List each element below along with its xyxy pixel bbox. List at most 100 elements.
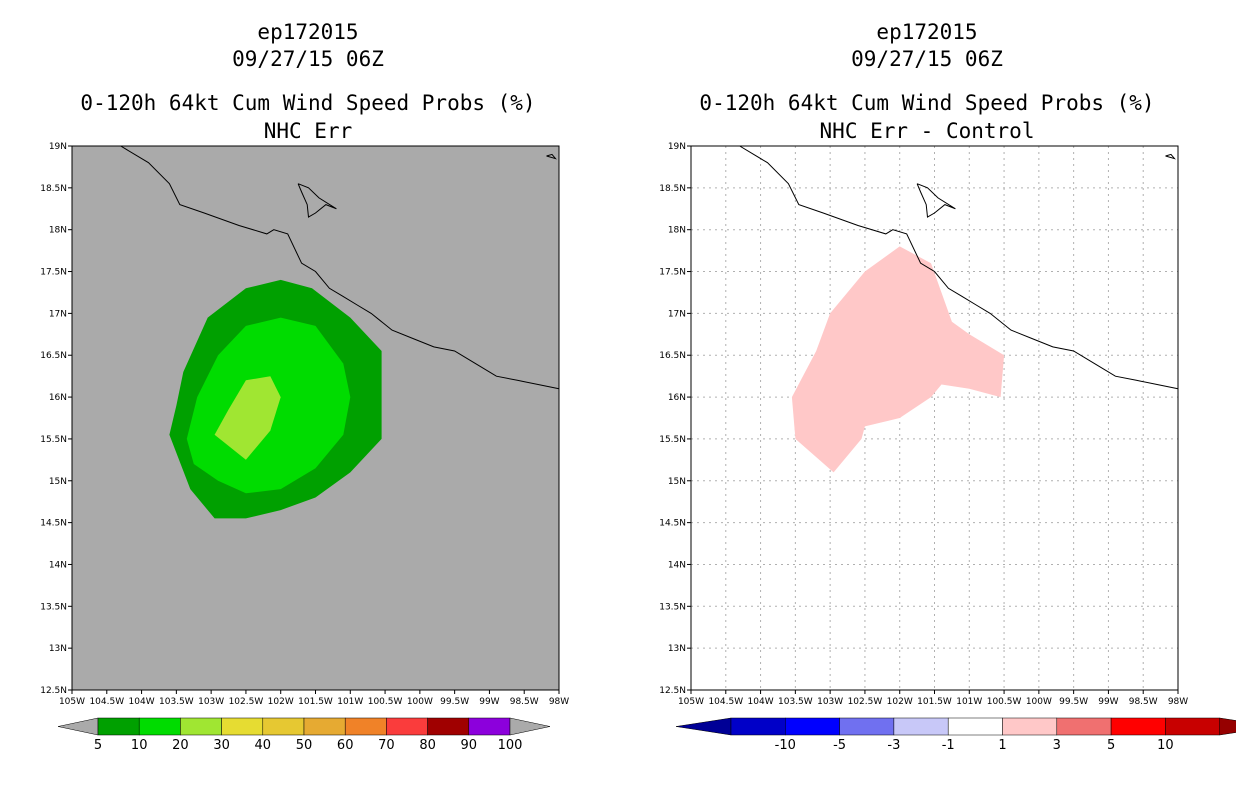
left-x-tick-label: 102W — [268, 697, 294, 707]
left-map-panel: 105W 104.5W 104W 103.5W 103W 102.5W 102W 101.5W… — [40, 142, 569, 707]
left-colorbar-label: 90 — [461, 738, 478, 753]
left-x-tick-label: 102.5W — [229, 697, 264, 707]
left-x-tick-label: 104.5W — [89, 697, 124, 707]
left-colorbar-segment — [468, 717, 511, 736]
right-x-tick-label: 102.5W — [848, 697, 883, 707]
left-title-experiment: NHC Err — [263, 119, 353, 143]
left-colorbar-label: 70 — [378, 738, 395, 753]
right-y-tick-label: 19N — [668, 142, 686, 152]
right-x-tick-label: 98W — [1168, 697, 1188, 707]
right-lake-outline — [916, 183, 956, 218]
left-y-tick-label: 12.5N — [40, 686, 67, 696]
left-y-tick-label: 18N — [49, 226, 67, 236]
right-x-tick-label: 101W — [956, 697, 982, 707]
right-colorbar-label: 5 — [1107, 738, 1115, 753]
left-y-tick-label: 17.5N — [40, 268, 67, 278]
right-colorbar: -10 -5 -3 -1 1 3 5 10 — [675, 717, 1236, 753]
left-title-product: 0-120h 64kt Cum Wind Speed Probs (%) — [80, 91, 536, 115]
right-y-tick-label: 12.5N — [659, 686, 686, 696]
left-y-tick-label: 14N — [49, 560, 67, 570]
left-colorbar-label: 40 — [255, 738, 272, 753]
right-colorbar-label: -3 — [887, 738, 900, 753]
left-colorbar-segment — [221, 717, 264, 736]
left-x-tick-label: 98.5W — [510, 697, 539, 707]
left-y-tick-label: 16N — [49, 393, 67, 403]
left-contour-20-30 — [214, 376, 281, 460]
left-x-tick-label: 99.5W — [440, 697, 469, 707]
left-colorbar-segment — [344, 717, 387, 736]
right-y-tick-label: 16.5N — [659, 351, 686, 361]
right-title-product: 0-120h 64kt Cum Wind Speed Probs (%) — [699, 91, 1155, 115]
right-y-tick-label: 14N — [668, 560, 686, 570]
left-x-tick-label: 100.5W — [368, 697, 403, 707]
right-colorbar-segment — [785, 717, 840, 736]
left-y-tick-label: 19N — [49, 142, 67, 152]
right-x-tick-label: 101.5W — [917, 697, 952, 707]
left-colorbar-label: 60 — [337, 738, 354, 753]
right-colorbar-segment — [893, 717, 949, 736]
left-x-tick-label: 104W — [129, 697, 155, 707]
right-x-tick-label: 103.5W — [778, 697, 813, 707]
right-colorbar-label: -1 — [942, 738, 955, 753]
left-colorbar-segment — [97, 717, 140, 736]
left-colorbar-label: 100 — [498, 738, 523, 753]
right-title-date: 09/27/15 06Z — [851, 47, 1003, 71]
left-y-tick-label: 13.5N — [40, 602, 67, 612]
right-colorbar-segment — [1110, 717, 1166, 736]
left-colorbar-label: 80 — [419, 738, 436, 753]
right-colorbar-segment — [730, 717, 786, 736]
right-x-tick-label: 100W — [1026, 697, 1052, 707]
right-y-tick-label: 15.5N — [659, 435, 686, 445]
left-lake-outline — [297, 183, 337, 218]
right-x-tick-label: 104W — [748, 697, 774, 707]
left-y-tick-label: 15N — [49, 477, 67, 487]
left-x-tick-label: 103.5W — [159, 697, 194, 707]
right-colorbar-label: -5 — [833, 738, 846, 753]
right-colorbar-segment — [839, 717, 895, 736]
left-colorbar-high-triangle — [509, 717, 551, 736]
right-x-tick-label: 105W — [678, 697, 704, 707]
left-x-tick-label: 103W — [198, 697, 224, 707]
right-colorbar-label: -10 — [775, 738, 796, 753]
left-colorbar-segment — [303, 717, 346, 736]
right-coastline — [739, 145, 1179, 390]
right-y-tick-label: 15N — [668, 477, 686, 487]
right-colorbar-label: 1 — [998, 738, 1006, 753]
right-title-storm: ep172015 — [876, 20, 978, 44]
left-colorbar-label: 20 — [172, 738, 189, 753]
left-colorbar-low-triangle — [57, 717, 99, 736]
left-y-tick-label: 13N — [49, 644, 67, 654]
right-y-tick-label: 14.5N — [659, 519, 686, 529]
left-colorbar-segment — [180, 717, 222, 736]
right-title-experiment: NHC Err - Control — [819, 119, 1035, 143]
left-colorbar-segment — [427, 717, 470, 736]
right-y-tick-label: 17.5N — [659, 268, 686, 278]
left-coastline — [120, 145, 560, 390]
left-colorbar-label: 50 — [296, 738, 313, 753]
left-colorbar-label: 10 — [131, 738, 148, 753]
right-y-tick-label: 16N — [668, 393, 686, 403]
right-y-tick-label: 18N — [668, 226, 686, 236]
left-title-storm: ep172015 — [257, 20, 359, 44]
right-colorbar-segment — [1002, 717, 1058, 736]
left-x-tick-label: 98W — [549, 697, 569, 707]
right-y-tick-label: 18.5N — [659, 184, 686, 194]
left-island-outline — [546, 153, 557, 160]
left-colorbar-segment — [262, 717, 305, 736]
right-y-tick-label: 13N — [668, 644, 686, 654]
left-title-date: 09/27/15 06Z — [232, 47, 384, 71]
left-x-tick-label: 101.5W — [298, 697, 333, 707]
right-colorbar-segment — [947, 717, 1003, 736]
right-colorbar-high-triangle — [1219, 717, 1236, 736]
left-colorbar-label: 5 — [94, 738, 102, 753]
left-colorbar-label: 30 — [213, 738, 230, 753]
left-x-tick-label: 101W — [337, 697, 363, 707]
right-x-tick-label: 100.5W — [987, 697, 1022, 707]
left-x-tick-label: 99W — [479, 697, 499, 707]
left-y-tick-label: 17N — [49, 309, 67, 319]
right-x-tick-label: 99.5W — [1059, 697, 1088, 707]
right-colorbar-segment — [1165, 717, 1220, 736]
right-contour-1-3 — [791, 246, 1005, 473]
right-x-tick-label: 103W — [817, 697, 843, 707]
